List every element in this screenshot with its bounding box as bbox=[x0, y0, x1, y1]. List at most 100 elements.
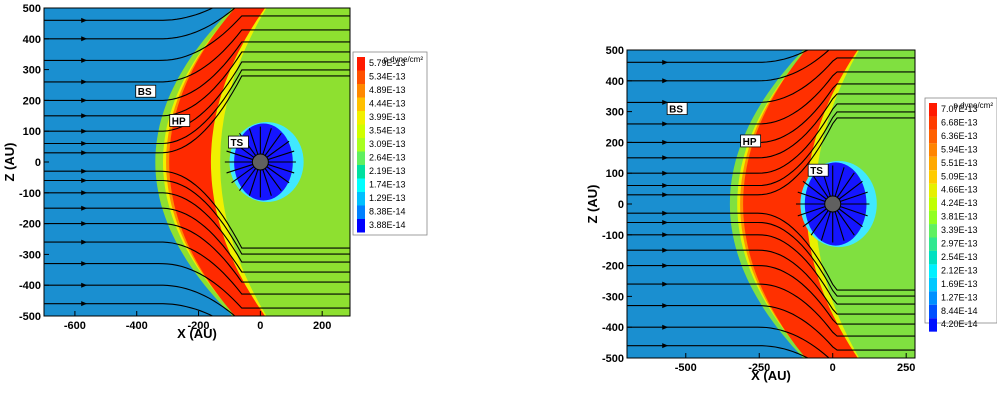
colorbar-swatch bbox=[357, 178, 365, 192]
colorbar-swatch bbox=[357, 219, 365, 233]
streamline bbox=[627, 71, 915, 125]
streamline-arrow bbox=[662, 247, 669, 253]
streamline-arrow bbox=[81, 128, 88, 134]
streamline-arrow bbox=[81, 301, 88, 307]
streamline bbox=[44, 223, 350, 283]
y-tick-label: 0 bbox=[618, 199, 624, 211]
colorbar-label: 3.39E-13 bbox=[941, 225, 978, 235]
y-tick-label: -100 bbox=[19, 188, 41, 200]
colorbar-swatch bbox=[929, 318, 937, 332]
y-tick-label: 100 bbox=[23, 126, 41, 138]
streamline-arrow bbox=[662, 170, 669, 176]
streamline bbox=[627, 117, 915, 196]
colorbar-label: 3.54E-13 bbox=[369, 126, 406, 136]
streamline bbox=[44, 75, 350, 154]
colorbar-swatch bbox=[929, 170, 937, 184]
colorbar-swatch bbox=[357, 124, 365, 138]
y-tick-label: 300 bbox=[23, 65, 41, 77]
colorbar-swatch bbox=[929, 143, 937, 157]
streamline-arrow bbox=[662, 263, 669, 269]
colorbar-label: 3.81E-13 bbox=[941, 212, 978, 222]
colorbar-swatch bbox=[929, 197, 937, 211]
colorbar-label: 3.88E-14 bbox=[369, 220, 406, 230]
colorbar-label: 1.74E-13 bbox=[369, 180, 406, 190]
colorbar-label: 1.27E-13 bbox=[941, 292, 978, 302]
colorbar-swatch bbox=[929, 250, 937, 265]
y-tick-label: 400 bbox=[606, 76, 624, 88]
streamline-arrow bbox=[81, 205, 88, 211]
streamline-arrow bbox=[81, 177, 88, 183]
streamline-arrow bbox=[81, 79, 88, 85]
x-tick-label: -500 bbox=[675, 362, 697, 374]
colorbar-label: 6.68E-13 bbox=[941, 117, 978, 127]
streamline-arrow bbox=[81, 168, 88, 174]
streamline-arrow bbox=[81, 57, 88, 63]
colorbar-label: 5.94E-13 bbox=[941, 144, 978, 154]
streamline bbox=[627, 83, 915, 143]
streamline bbox=[44, 170, 350, 249]
streamline-arrow bbox=[81, 17, 88, 23]
colorbar-swatch bbox=[357, 111, 365, 125]
y-tick-label: 500 bbox=[606, 45, 624, 57]
streamline-arrow bbox=[662, 324, 669, 330]
colorbar-swatch bbox=[929, 156, 937, 171]
streamline bbox=[627, 50, 830, 82]
colorbar-swatch bbox=[357, 84, 365, 98]
streamline bbox=[627, 234, 915, 305]
y-axis-label: Z (AU) bbox=[585, 185, 600, 224]
x-tick-label: 250 bbox=[897, 362, 915, 374]
y-tick-label: 200 bbox=[23, 95, 41, 107]
colorbar-swatch bbox=[929, 304, 937, 319]
colorbar-label: 2.97E-13 bbox=[941, 239, 978, 249]
streamline bbox=[44, 241, 350, 295]
y-tick-label: -400 bbox=[19, 280, 41, 292]
colorbar-label: 5.51E-13 bbox=[941, 158, 978, 168]
streamline-arrow bbox=[662, 219, 669, 225]
streamline bbox=[44, 29, 350, 83]
colorbar-label: 7.07E-13 bbox=[941, 104, 978, 114]
streamline-arrow bbox=[662, 139, 669, 145]
colorbar-swatch bbox=[929, 116, 937, 130]
streamline-arrow bbox=[662, 343, 669, 349]
streamline bbox=[627, 305, 915, 351]
streamline bbox=[627, 212, 915, 291]
colorbar-swatch bbox=[929, 291, 937, 305]
colorbar-title: p dyne/cm² bbox=[953, 101, 993, 110]
streamline-arrow bbox=[662, 99, 669, 105]
streamline bbox=[44, 179, 350, 255]
streamline-arrow bbox=[662, 121, 669, 127]
colorbar-frame bbox=[352, 51, 428, 236]
streamline bbox=[627, 265, 915, 325]
streamline-arrow bbox=[81, 141, 88, 147]
colorbar-swatch bbox=[357, 192, 365, 206]
colorbar-swatch bbox=[929, 237, 937, 251]
streamline bbox=[627, 103, 915, 174]
streamline bbox=[627, 283, 915, 337]
colorbar-label: 2.54E-13 bbox=[941, 252, 978, 262]
streamline-arrow bbox=[81, 282, 88, 288]
streamline bbox=[627, 249, 915, 315]
y-tick-label: 300 bbox=[606, 107, 624, 119]
y-tick-label: 400 bbox=[23, 34, 41, 46]
colorbar-swatch bbox=[357, 70, 365, 84]
colorbar-label: 5.79E-13 bbox=[369, 58, 406, 68]
x-tick-label: -250 bbox=[748, 362, 770, 374]
colorbar-label: 4.20E-14 bbox=[941, 319, 978, 329]
y-tick-label: -400 bbox=[602, 322, 624, 334]
colorbar-label: 8.38E-14 bbox=[369, 207, 406, 217]
colorbar-label: 6.36E-13 bbox=[941, 131, 978, 141]
colorbar-label: 8.44E-14 bbox=[941, 306, 978, 316]
y-tick-label: -300 bbox=[19, 249, 41, 261]
annotation-bs: BS bbox=[669, 105, 683, 116]
annotation-bs: BS bbox=[138, 87, 152, 98]
colorbar-swatch bbox=[357, 205, 365, 219]
y-tick-label: -500 bbox=[19, 311, 41, 323]
streamline bbox=[44, 8, 214, 21]
colorbar-swatch bbox=[929, 224, 937, 238]
colorbar-title: p dyne/cm² bbox=[383, 55, 423, 64]
y-tick-label: -200 bbox=[602, 261, 624, 273]
sun-marker bbox=[251, 153, 269, 171]
colorbar-swatch bbox=[929, 264, 937, 278]
streamline-arrow bbox=[662, 281, 669, 287]
